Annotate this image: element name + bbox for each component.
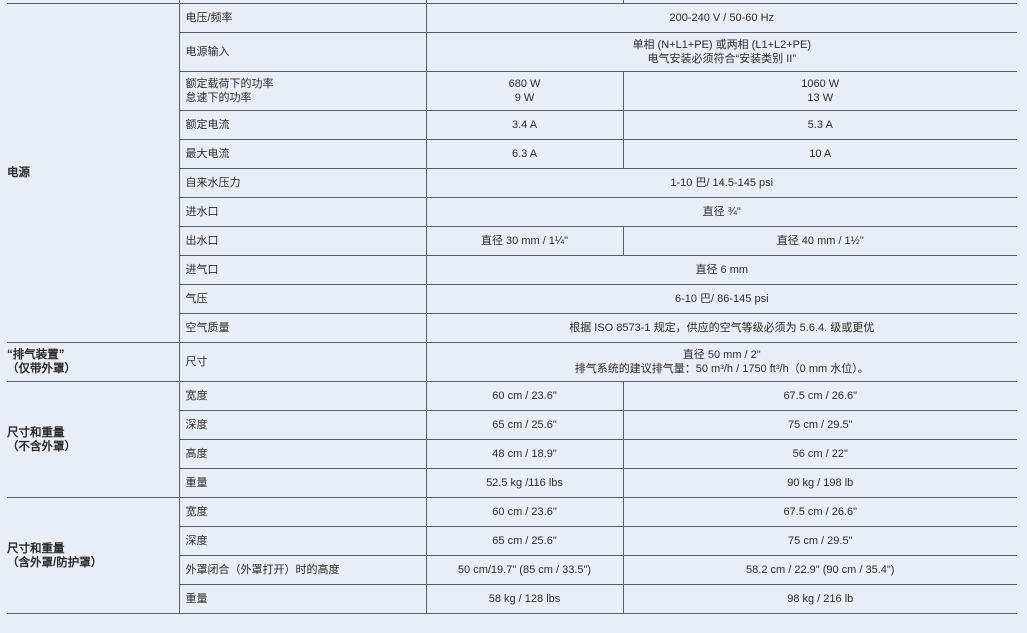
table-row: 尺寸和重量 （含外罩/防护罩） 宽度 60 cm / 23.6" 67.5 cm / 2… [7, 497, 1017, 614]
spec-name: 额定载荷下的功率 怠速下的功率 [178, 71, 426, 111]
spec-value: 直径 ¾" [425, 197, 1017, 227]
table-row: 电源输入 单相 (N+L1+PE) 或两相 (L1+L2+PE) 电气安装必须符合“… [7, 32, 1017, 72]
spec-name: 进水口 [178, 197, 426, 227]
text-line: 怠速下的功率 [185, 92, 252, 104]
text-line: 13 W [807, 92, 834, 104]
spec-name: 电源输入 [178, 32, 426, 72]
spec-value-model-2: 58.2 cm / 22.9" (90 cm / 35.4") [622, 555, 1017, 585]
text-line: “排气装置” [7, 349, 65, 361]
spec-name: 进气口 [178, 255, 426, 285]
table-row: 空气质量 根据 ISO 8573-1 规定，供应的空气等级必须为 5.6.4. 级… [7, 313, 1017, 343]
spec-value-model-2: 10 A [622, 139, 1017, 169]
text-line: （仅带外罩） [7, 363, 76, 375]
spec-value-model-1: 3.4 A [425, 110, 623, 140]
spec-value-model-1: 680 W 9 W [425, 71, 623, 111]
spec-value: 根据 ISO 8573-1 规定，供应的空气等级必须为 5.6.4. 级或更优 [425, 313, 1017, 343]
spec-value: 单相 (N+L1+PE) 或两相 (L1+L2+PE) 电气安装必须符合“安装类别… [425, 32, 1017, 72]
spec-value-model-2: 90 kg / 198 lb [622, 468, 1017, 498]
spec-value-model-2: 75 cm / 29.5" [622, 410, 1017, 440]
spec-value-model-1: 48 cm / 18.9" [425, 439, 623, 469]
table-row: “排气装置” （仅带外罩） 尺寸 直径 50 mm / 2" 排气系统的建议排气量：50… [7, 342, 1017, 382]
spec-value-model-2: 1060 W 13 W [622, 71, 1017, 111]
spec-table: 电源 电压/频率 200-240 V / 50-60 Hz 电源输入 单相 (N+L1+… [7, 0, 1017, 614]
spec-value-model-1: 直径 30 mm / 1¼" [425, 226, 623, 256]
text-line: 1060 W [801, 78, 840, 90]
table-row: 重量 58 kg / 128 lbs 98 kg / 216 lb [7, 584, 1017, 614]
spec-name: 重量 [178, 584, 426, 614]
spec-value: 200-240 V / 50-60 Hz [425, 3, 1017, 33]
spec-name: 自来水压力 [178, 168, 426, 198]
text-line: 200-240 V / 50-60 Hz [669, 12, 775, 24]
text-line: 根据 ISO 8573-1 规定，供应的空气等级必须为 5.6.4. 级或更优 [569, 322, 875, 334]
text-line: 排气系统的建议排气量：50 m³/h / 1750 ft³/h（0 mm 水位）… [574, 363, 869, 375]
spec-value-model-1: 52.5 kg /116 lbs [425, 468, 623, 498]
spec-value-model-1: 65 cm / 25.6" [425, 526, 623, 556]
spec-name: 尺寸 [178, 342, 426, 382]
spec-name: 空气质量 [178, 313, 426, 343]
spec-value-model-1: 50 cm/19.7" (85 cm / 33.5") [425, 555, 623, 585]
spec-name: 电压/频率 [178, 3, 426, 33]
table-row: 进水口 直径 ¾" [7, 197, 1017, 227]
group-label: 电源 [7, 3, 179, 343]
spec-value-model-2: 67.5 cm / 26.6" [622, 381, 1017, 411]
spec-name: 宽度 [178, 497, 426, 527]
table-row: 最大电流 6.3 A 10 A [7, 139, 1017, 169]
text-line: 额定载荷下的功率 [185, 78, 274, 90]
spec-value-model-1: 60 cm / 23.6" [425, 381, 623, 411]
spec-value-model-2: 98 kg / 216 lb [622, 584, 1017, 614]
spec-name: 出水口 [178, 226, 426, 256]
text-line: 直径 ¾" [702, 206, 741, 218]
group-label: “排气装置” （仅带外罩） [7, 342, 179, 382]
spec-value-model-2: 67.5 cm / 26.6" [622, 497, 1017, 527]
spec-value-model-1: 60 cm / 23.6" [425, 497, 623, 527]
table-row: 高度 48 cm / 18.9" 56 cm / 22" [7, 439, 1017, 469]
text-line: 直径 6 mm [695, 264, 749, 276]
table-row: 出水口 直径 30 mm / 1¼" 直径 40 mm / 1½" [7, 226, 1017, 256]
table-row: 深度 65 cm / 25.6" 75 cm / 29.5" [7, 526, 1017, 556]
text-line: 电气安装必须符合“安装类别 II” [647, 53, 797, 65]
spec-value: 6-10 巴/ 86-145 psi [425, 284, 1017, 314]
spec-value-model-1: 65 cm / 25.6" [425, 410, 623, 440]
spec-name: 深度 [178, 410, 426, 440]
text-line: 单相 (N+L1+PE) 或两相 (L1+L2+PE) [632, 39, 811, 51]
text-line: 尺寸和重量 [7, 426, 65, 439]
table-row: 进气口 直径 6 mm [7, 255, 1017, 285]
table-row: 自来水压力 1-10 巴/ 14.5-145 psi [7, 168, 1017, 198]
text-line: 6-10 巴/ 86-145 psi [674, 293, 769, 305]
table-row: 气压 6-10 巴/ 86-145 psi [7, 284, 1017, 314]
group-label: 尺寸和重量 （含外罩/防护罩） [7, 497, 179, 614]
spec-value: 直径 50 mm / 2" 排气系统的建议排气量：50 m³/h / 1750 f… [425, 342, 1017, 382]
text-line: （不含外罩） [7, 440, 76, 453]
text-line: 680 W [508, 78, 541, 90]
spec-value-model-2: 5.3 A [622, 110, 1017, 140]
spec-name: 深度 [178, 526, 426, 556]
spec-name: 外罩闭合（外罩打开）时的高度 [178, 555, 426, 585]
spec-value-model-2: 56 cm / 22" [622, 439, 1017, 469]
spec-value-model-2: 75 cm / 29.5" [622, 526, 1017, 556]
text-line: 尺寸和重量 [7, 542, 65, 555]
spec-value-model-2: 直径 40 mm / 1½" [622, 226, 1017, 256]
text-line: （含外罩/防护罩） [7, 556, 103, 569]
group-label: 尺寸和重量 （不含外罩） [7, 381, 179, 498]
spec-value: 1-10 巴/ 14.5-145 psi [425, 168, 1017, 198]
table-row: 重量 52.5 kg /116 lbs 90 kg / 198 lb [7, 468, 1017, 498]
table-row: 外罩闭合（外罩打开）时的高度 50 cm/19.7" (85 cm / 33.5"… [7, 555, 1017, 585]
spec-name: 重量 [178, 468, 426, 498]
table-row: 尺寸和重量 （不含外罩） 宽度 60 cm / 23.6" 67.5 cm / 26.6… [7, 381, 1017, 498]
text-line: 直径 50 mm / 2" [682, 349, 761, 361]
spec-value-model-1: 58 kg / 128 lbs [425, 584, 623, 614]
spec-name: 最大电流 [178, 139, 426, 169]
table-row: 电源 电压/频率 200-240 V / 50-60 Hz [7, 3, 1017, 343]
text-line: 电源 [7, 167, 30, 179]
text-line: 9 W [514, 92, 535, 104]
text-line: 1-10 巴/ 14.5-145 psi [670, 177, 774, 189]
spec-name: 宽度 [178, 381, 426, 411]
spec-name: 气压 [178, 284, 426, 314]
spec-value: 直径 6 mm [425, 255, 1017, 285]
spec-name: 额定电流 [178, 110, 426, 140]
spec-name: 高度 [178, 439, 426, 469]
spec-value-model-1: 6.3 A [425, 139, 623, 169]
